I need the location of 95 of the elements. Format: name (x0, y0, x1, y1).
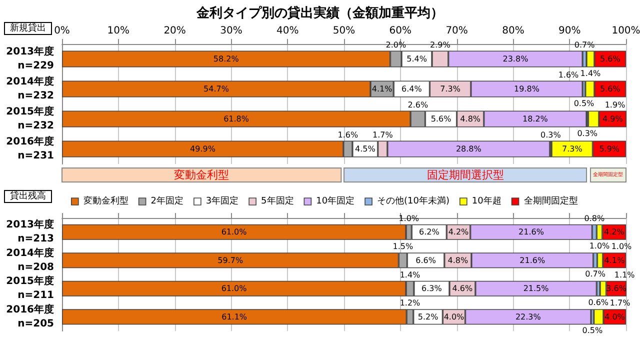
chart-title: 金利タイプ別の貸出実績（金額加重平均） (196, 5, 444, 21)
data-label: 61.0% (221, 284, 248, 294)
data-label: 1.7% (610, 298, 631, 308)
data-label: 1.0% (589, 241, 610, 250)
legend-label: 10年超 (472, 196, 502, 206)
data-label: 61.8% (224, 114, 250, 124)
y-tick-label: 2014年度 n=232 (6, 76, 54, 102)
x-tick-label: 70% (446, 26, 468, 36)
data-label: 7.3% (562, 144, 583, 154)
data-label: 49.9% (190, 144, 216, 154)
x-tick-label: 60% (389, 26, 412, 36)
x-tick-label: 80% (502, 26, 524, 36)
data-label: 1.5% (392, 242, 414, 252)
data-label: 0.3% (577, 128, 598, 138)
data-label: 4.9% (602, 114, 624, 124)
legend-label: 3年固定 (206, 196, 239, 206)
data-label: 2.9% (430, 40, 451, 50)
data-label: 6.4% (402, 84, 422, 94)
legend-label: 5年固定 (261, 196, 294, 206)
data-label: 21.6% (518, 228, 544, 237)
data-label: 1.0% (611, 242, 632, 252)
data-label: 5.6% (600, 84, 621, 94)
y-tick-label: 2016年度 n=231 (6, 136, 54, 162)
chart-subtitle: 新規貸出 (10, 22, 46, 34)
data-label: 5.6% (430, 114, 452, 124)
legend-label: 全期間固定型 (524, 196, 578, 206)
data-label: 1.0% (398, 214, 420, 223)
x-tick-label: 10% (107, 26, 130, 36)
x-tick-label: 50% (332, 26, 356, 36)
data-label: 1.4% (580, 68, 602, 78)
legend-label: その他(10年未満) (377, 196, 450, 206)
data-label: 23.8% (502, 54, 529, 64)
data-label: 1.6% (338, 130, 359, 140)
y-tick-label: 2015年度 n=232 (6, 106, 54, 132)
data-label: 21.6% (520, 256, 546, 265)
y-tick-label: 2015年度 n=211 (6, 275, 54, 302)
data-label: 2.0% (386, 40, 406, 50)
data-label: 0.5% (574, 98, 595, 108)
data-label: 1.6% (558, 70, 580, 80)
data-label: 0.3% (540, 130, 562, 140)
x-tick-label: 30% (220, 26, 242, 36)
data-label: 1.2% (400, 298, 421, 308)
data-label: 4.8% (448, 256, 468, 265)
data-label: 0.6% (588, 298, 609, 307)
chart-title: 貸出残高 (10, 190, 46, 202)
data-label: 7.3% (440, 84, 461, 94)
data-label: 2.6% (408, 100, 428, 110)
data-label: 18.2% (522, 114, 548, 124)
data-label: 1.7% (372, 130, 394, 140)
data-label: 5.2% (418, 312, 439, 322)
data-label: 6.6% (416, 256, 436, 265)
data-label: 4.8% (460, 114, 481, 124)
x-tick-label: 100% (612, 26, 640, 36)
data-label: 5.4% (406, 54, 428, 64)
data-label: 1.4% (400, 270, 421, 280)
data-label: 0.7% (574, 40, 596, 50)
data-label: 0.8% (584, 214, 605, 223)
data-label: 5.6% (600, 54, 621, 64)
data-label: 0.7% (585, 270, 606, 279)
y-tick-label: 2016年度 n=205 (6, 303, 54, 330)
data-label: 1.9% (604, 100, 626, 110)
data-label: 1.1% (614, 270, 636, 280)
x-tick-label: 20% (164, 26, 186, 36)
data-label: 54.7% (204, 84, 230, 94)
text: 変動金利型 (174, 168, 230, 182)
text: 固定期間選択型 (426, 168, 504, 182)
legend-label: 2年固定 (150, 196, 184, 206)
legend-label: 10年固定 (316, 196, 355, 206)
data-label: 4.1% (372, 84, 393, 94)
data-label: 21.5% (523, 284, 550, 294)
data-label: 19.8% (514, 84, 540, 94)
data-label: 4.2% (448, 228, 470, 237)
data-label: 61.1% (222, 312, 248, 322)
x-tick-label: 90% (558, 26, 581, 36)
y-tick-label: 2013年度 n=229 (6, 46, 54, 72)
data-label: 4.0% (604, 312, 626, 322)
data-label: 4.2% (604, 228, 625, 237)
data-label: 4.1% (604, 256, 625, 265)
y-tick-label: 2014年度 n=208 (6, 246, 54, 273)
data-label: 61.0% (221, 228, 248, 237)
data-label: 4.5% (354, 144, 376, 154)
data-label: 59.7% (218, 256, 244, 265)
legend-label: 変動金利型 (83, 196, 128, 206)
x-tick-label: 40% (276, 26, 299, 36)
data-label: 5.9% (599, 144, 620, 154)
data-label: 58.2% (213, 54, 240, 64)
data-label: 4.0% (444, 312, 465, 322)
data-label: 6.3% (422, 284, 442, 294)
data-label: 0.5% (582, 326, 603, 336)
y-tick-label: 2013年度 n=213 (6, 218, 54, 245)
data-label: 22.3% (515, 312, 542, 322)
data-label: 28.8% (456, 144, 482, 154)
data-label: 6.2% (419, 228, 440, 237)
data-label: 4.6% (452, 284, 473, 294)
x-tick-label: 0% (54, 26, 70, 36)
